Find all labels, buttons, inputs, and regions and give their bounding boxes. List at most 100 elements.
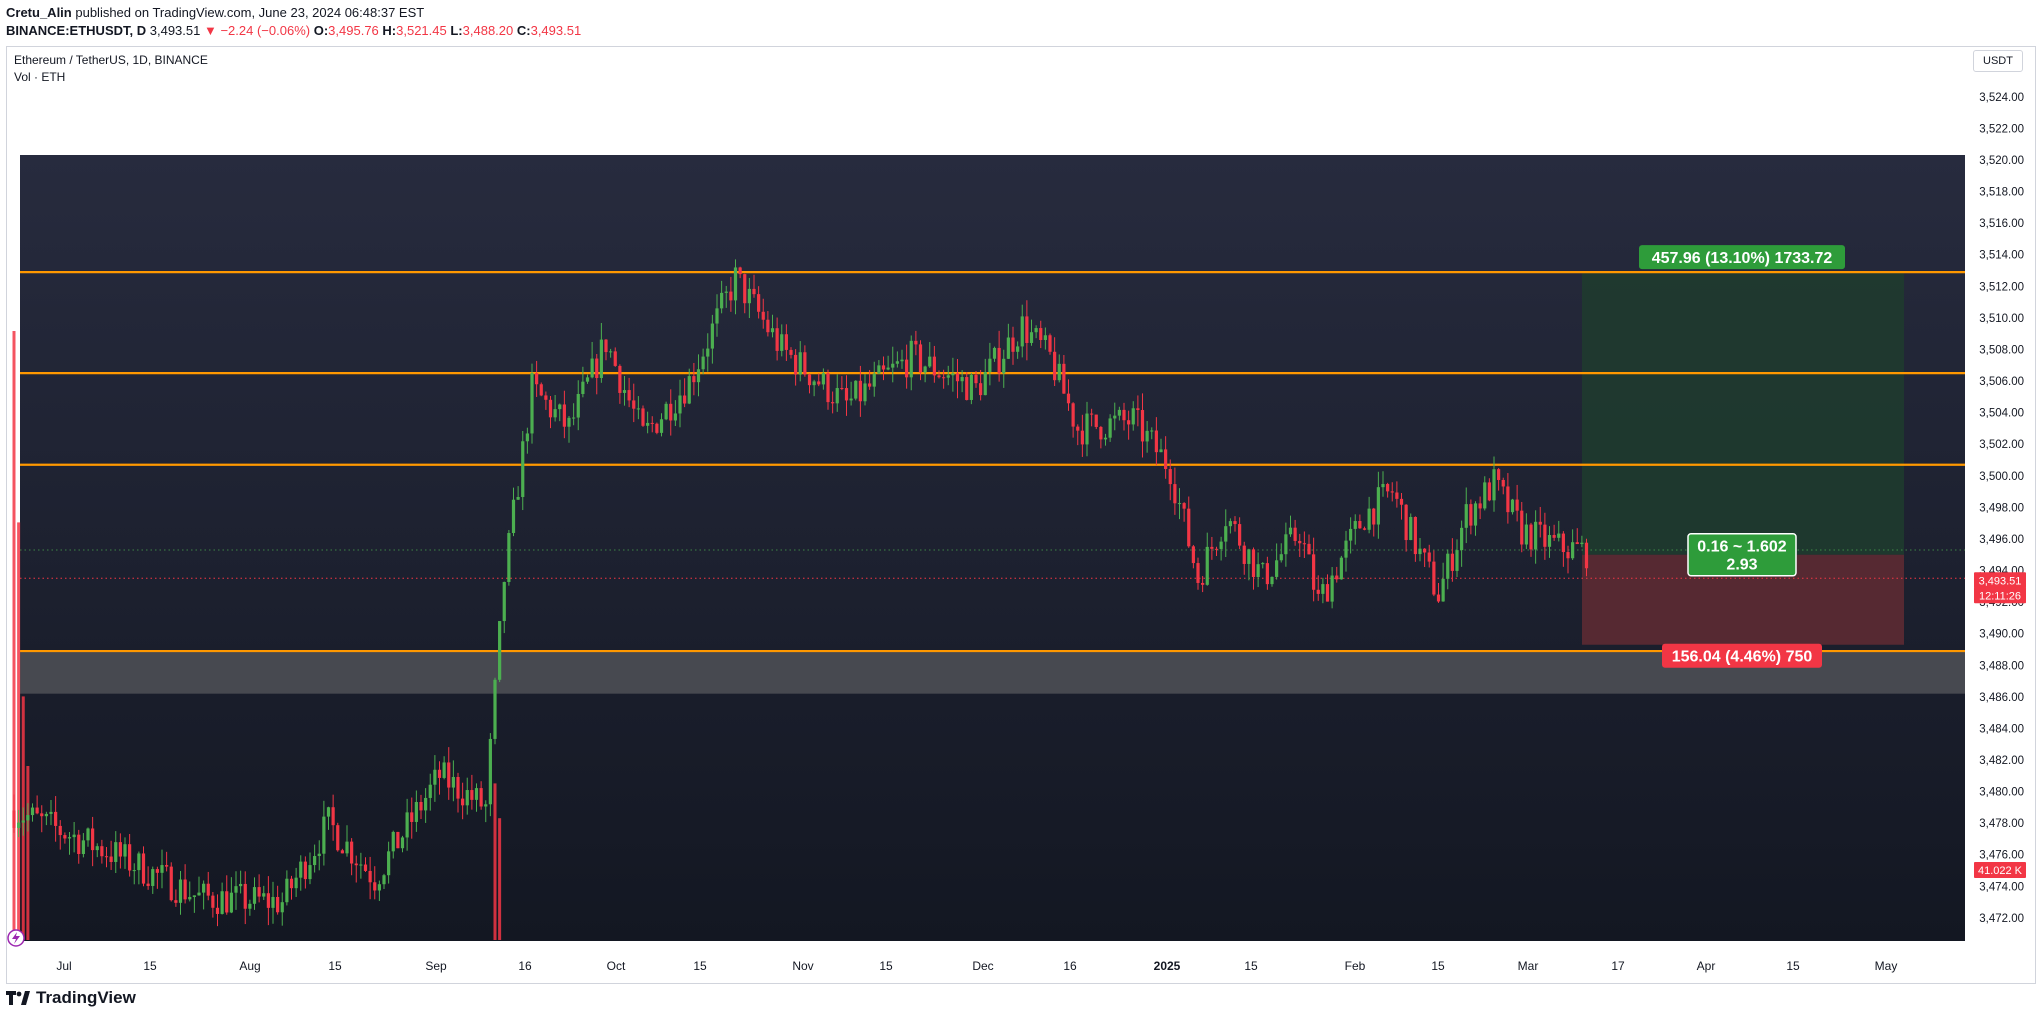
candle-body-208 (974, 374, 978, 384)
candle-body-71 (340, 850, 344, 854)
candle-body-223 (1043, 335, 1047, 341)
candle-body-84 (400, 837, 405, 849)
candle-body-310 (1446, 553, 1450, 579)
candle-body-170 (798, 352, 802, 375)
close-value: 3,493.51 (530, 23, 582, 38)
candle-body-122 (576, 393, 580, 418)
candle-body-220 (1029, 332, 1034, 343)
candle-body-303 (1413, 516, 1417, 555)
candle-body-165 (775, 328, 779, 351)
candle-body-320 (1492, 469, 1496, 501)
candle-body-40 (197, 892, 201, 896)
candle-body-55 (266, 893, 270, 908)
candle-body-294 (1372, 508, 1376, 525)
candle-body-88 (419, 801, 423, 811)
high-label: H: (382, 23, 397, 38)
candle-body-65 (313, 856, 317, 866)
candle-body-8 (49, 811, 53, 814)
stop-label-bg (1662, 643, 1822, 668)
open-label: O: (313, 23, 329, 38)
currency-button[interactable]: USDT (1973, 50, 2023, 72)
candle-body-168 (789, 349, 793, 355)
candle-body-53 (257, 887, 261, 897)
candle-body-30 (151, 869, 155, 886)
x-tick-label-1: Jul (56, 959, 71, 973)
y-tick-label-24: 3,478.00 (1979, 818, 2024, 830)
candle-body-0 (12, 810, 16, 828)
candle-body-15 (81, 840, 85, 854)
candle-body-153 (720, 292, 724, 309)
candle-body-127 (599, 339, 603, 378)
candle-body-85 (405, 812, 409, 838)
ratio-label-value-text: 2.93 (1726, 557, 1757, 574)
candle-body-306 (1427, 552, 1431, 562)
y-tick-label-15: 3,496.00 (1979, 534, 2024, 546)
candle-body-331 (1543, 524, 1547, 547)
candle-body-277 (1293, 527, 1297, 541)
candle-body-216 (1011, 337, 1015, 352)
volume-bar-1 (12, 331, 16, 940)
candle-body-210 (983, 371, 987, 396)
candle-body-110 (521, 441, 525, 497)
candle-body-248 (1159, 449, 1163, 453)
candle-body-302 (1409, 516, 1413, 541)
candle-body-100 (474, 788, 479, 800)
stop-label: 156.04 (4.46%) 750 (1662, 643, 1822, 668)
candle-body-267 (1247, 549, 1251, 564)
x-tick-label-21: May (1875, 959, 1898, 973)
candle-body-311 (1450, 553, 1454, 571)
candle-body-224 (1048, 335, 1052, 352)
candle-body-322 (1501, 479, 1505, 487)
candle-body-190 (891, 363, 895, 368)
candle-body-260 (1214, 548, 1219, 550)
candle-body-214 (1002, 358, 1006, 374)
author-name[interactable]: Cretu_Alin (6, 5, 72, 20)
candle-body-73 (350, 841, 354, 864)
candle-body-272 (1270, 576, 1274, 585)
y-tick-label-21: 3,484.00 (1979, 723, 2024, 735)
candle-body-16 (86, 828, 90, 841)
candle-body-305 (1423, 548, 1427, 553)
candle-body-21 (109, 856, 113, 862)
candle-body-63 (303, 861, 307, 880)
candle-body-261 (1219, 541, 1223, 549)
candle-body-237 (1108, 418, 1112, 438)
last-price-badge-text: 3,493.51 (1979, 575, 2022, 587)
candle-body-218 (1020, 316, 1024, 347)
tradingview-logo-icon (6, 991, 30, 1005)
candle-body-6 (40, 813, 44, 817)
candle-body-313 (1460, 527, 1464, 551)
candle-body-324 (1510, 499, 1515, 513)
candle-body-143 (673, 413, 677, 421)
candle-body-135 (636, 408, 640, 410)
candle-body-188 (881, 365, 886, 370)
last-price-badge: 3,493.51 (1974, 572, 2026, 589)
volume-badge: 41.022 K (1974, 862, 2026, 878)
candle-body-98 (465, 790, 469, 806)
candle-body-29 (146, 883, 150, 886)
lightning-icon[interactable] (7, 929, 25, 947)
x-tick-label-7: Oct (607, 959, 626, 973)
candle-body-90 (428, 784, 432, 798)
y-tick-label-27: 3,472.00 (1979, 913, 2024, 925)
candle-body-203 (951, 373, 955, 376)
candle-body-52 (252, 887, 257, 904)
candle-body-312 (1455, 550, 1459, 571)
candle-body-162 (761, 311, 765, 320)
candle-body-204 (955, 373, 960, 382)
candle-body-130 (613, 351, 617, 366)
candle-body-288 (1344, 540, 1348, 558)
candle-body-97 (461, 798, 465, 806)
x-tick-label-17: Mar (1518, 959, 1539, 973)
ratio-label-ratio-text: 0.16 ~ 1.602 (1697, 539, 1787, 556)
candle-body-325 (1515, 499, 1519, 511)
candle-body-125 (590, 358, 594, 378)
candle-body-338 (1575, 542, 1579, 545)
candle-body-59 (285, 878, 289, 903)
x-tick-label-13: 2025 (1154, 959, 1181, 973)
candle-body-112 (530, 373, 534, 434)
candle-body-234 (1094, 414, 1098, 427)
x-tick-label-15: Feb (1345, 959, 1366, 973)
candle-body-236 (1103, 437, 1108, 440)
